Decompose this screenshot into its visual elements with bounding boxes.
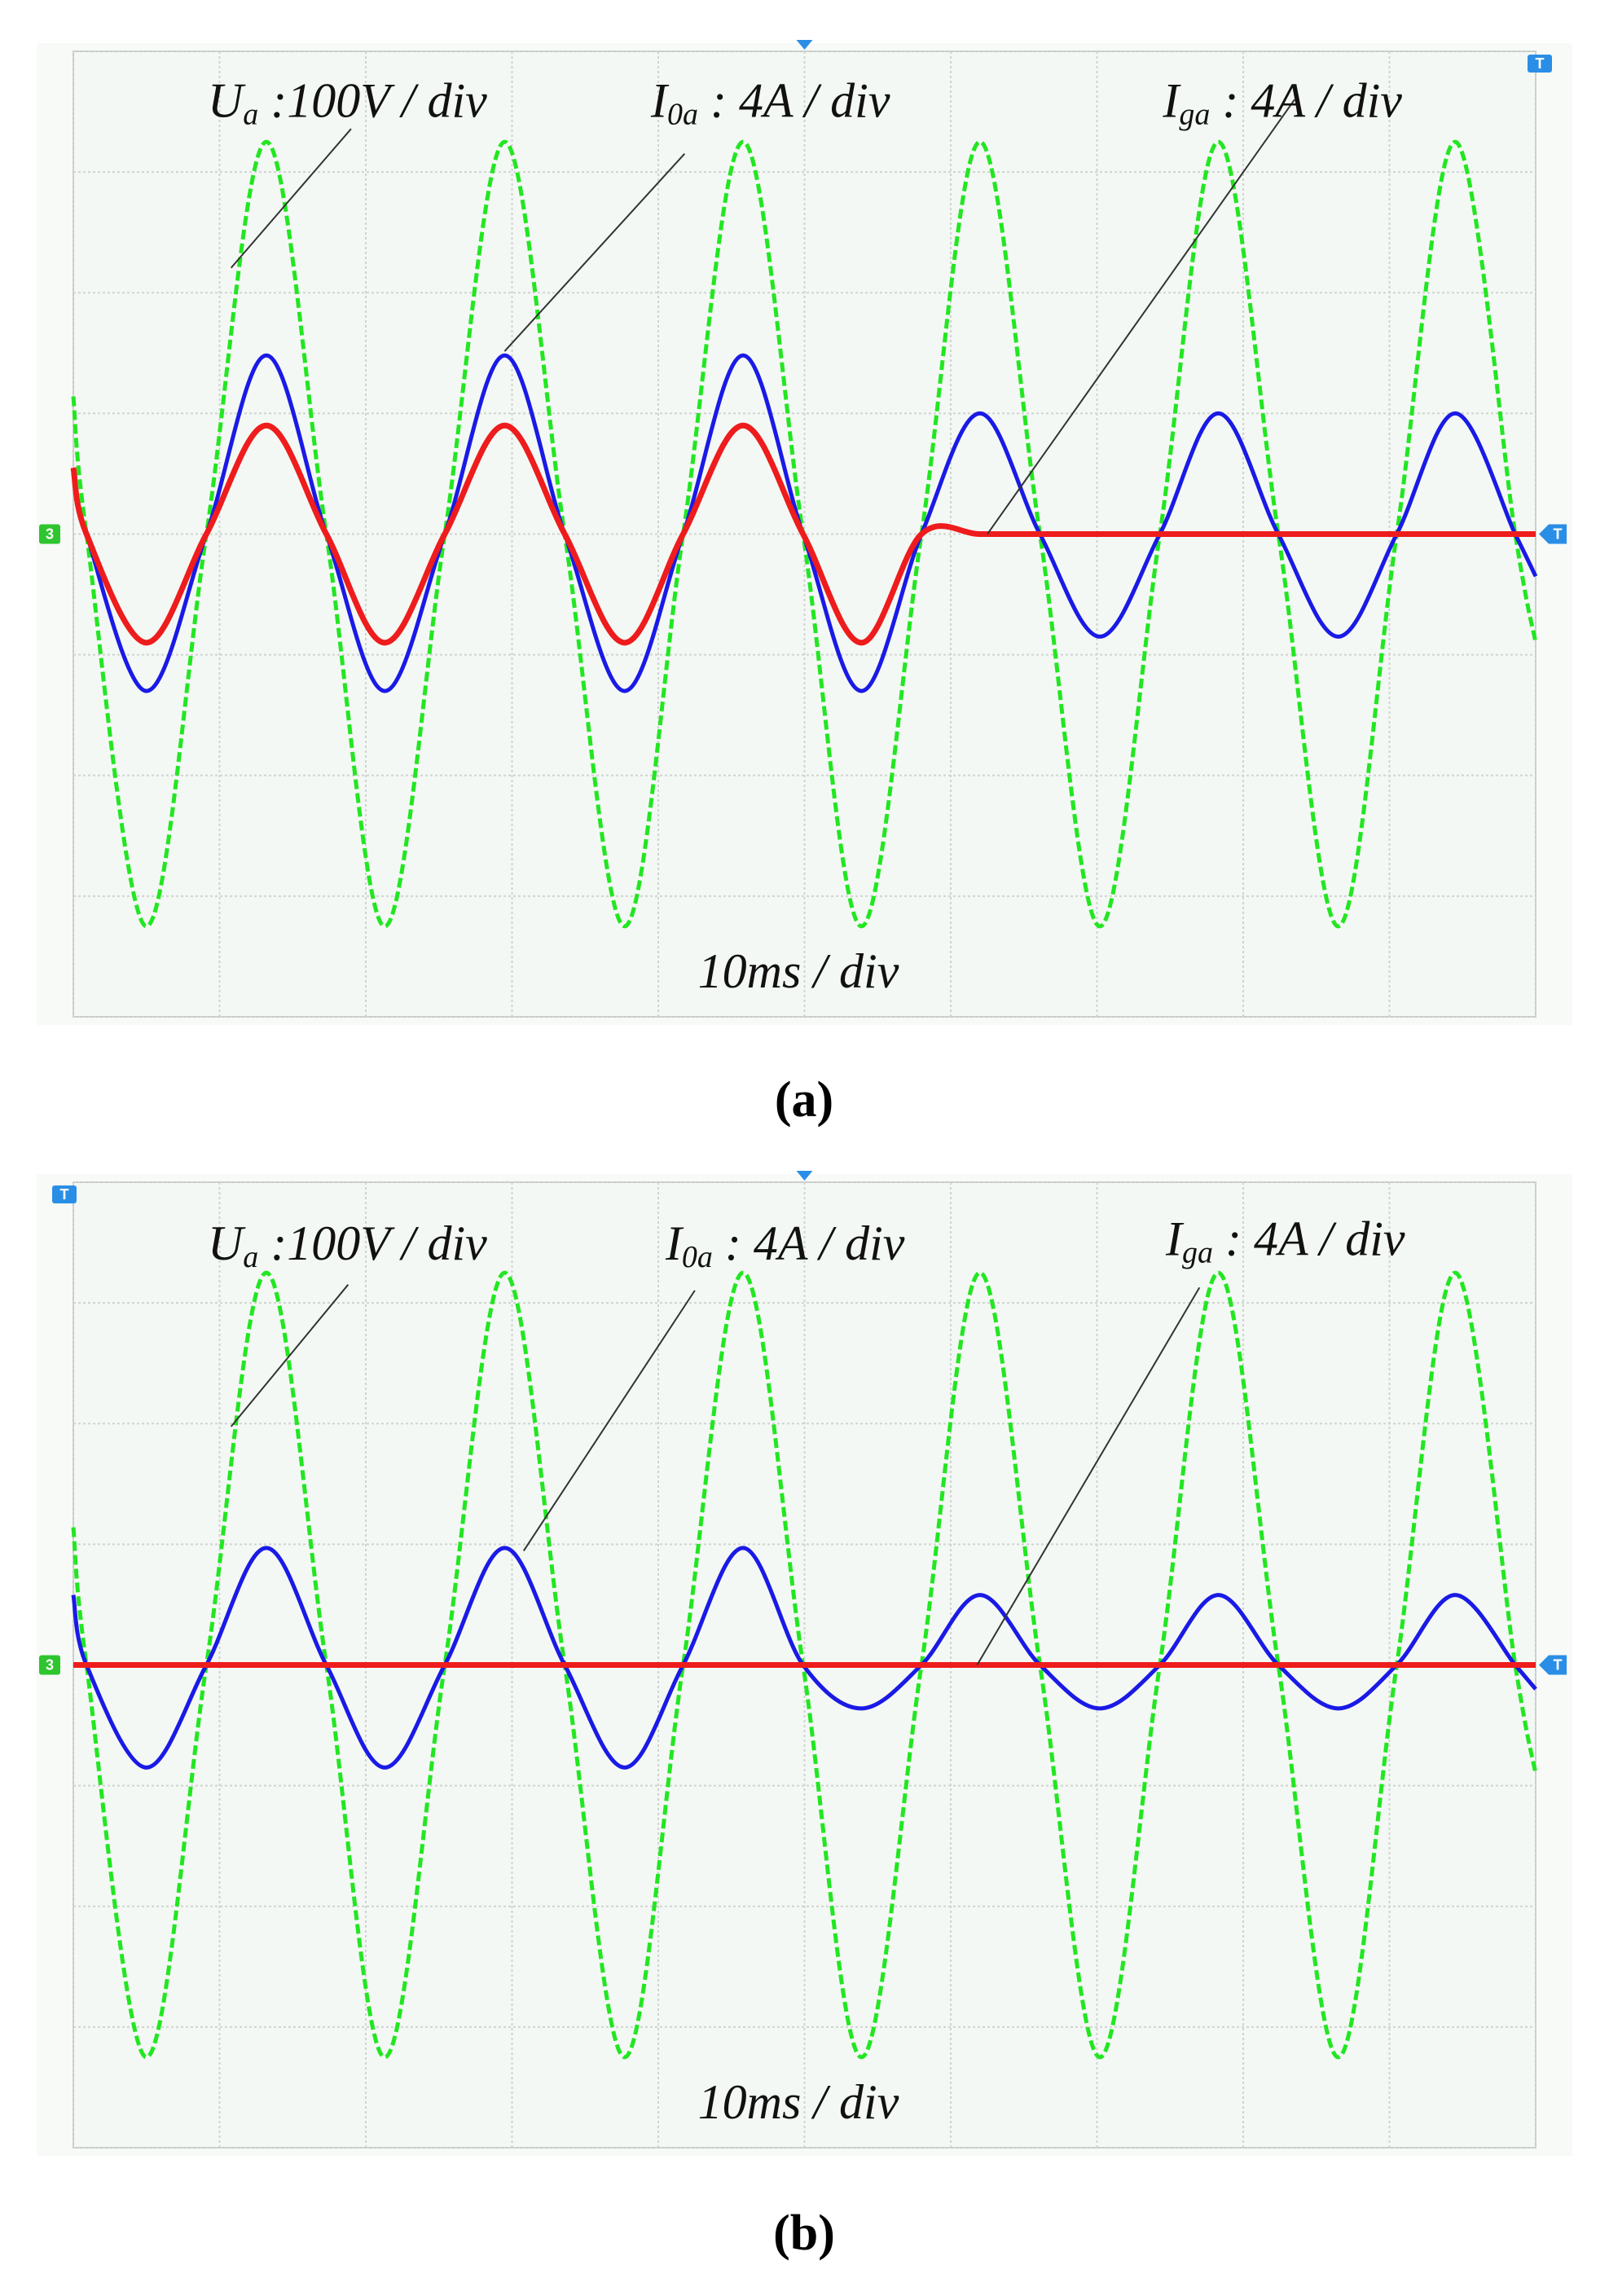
trigger-marker: T bbox=[1554, 1656, 1563, 1673]
annotation: I0a : 4A / div bbox=[650, 73, 890, 131]
annotation-text: : 4A / div bbox=[1213, 1212, 1405, 1265]
leader-line bbox=[987, 99, 1295, 535]
annotation-subscript: ga bbox=[1182, 1235, 1213, 1269]
channel-marker-box bbox=[39, 1655, 60, 1675]
time-marker bbox=[796, 40, 813, 50]
annotation-text: : 4A / div bbox=[1210, 73, 1402, 127]
annotation-symbol: U bbox=[208, 73, 246, 127]
leader-line bbox=[522, 1290, 696, 1552]
annotation-text: :100V / div bbox=[258, 73, 487, 127]
annotation-subscript: ga bbox=[1179, 97, 1210, 131]
waveform bbox=[71, 353, 1538, 693]
leader-line bbox=[976, 1287, 1201, 1666]
annotation-symbol: I bbox=[1165, 1212, 1185, 1265]
annotation: Ua :100V / div bbox=[208, 1216, 487, 1274]
x-axis-label: 10ms / div bbox=[698, 944, 899, 998]
leader-line bbox=[230, 1284, 349, 1427]
annotation-subscript: 0a bbox=[667, 97, 698, 131]
annotation-symbol: I bbox=[650, 73, 670, 127]
leader-line bbox=[503, 153, 686, 352]
caption: (a) bbox=[775, 1072, 833, 1128]
channel-marker: 3 bbox=[46, 1656, 54, 1673]
trigger-corner: T bbox=[1536, 55, 1545, 72]
annotation: Ua :100V / div bbox=[208, 73, 487, 131]
trigger-marker-box bbox=[1539, 1655, 1567, 1675]
annotation-subscript: 0a bbox=[682, 1240, 713, 1274]
trigger-corner-box bbox=[52, 1185, 77, 1203]
annotation-symbol: U bbox=[208, 1216, 246, 1270]
caption: (b) bbox=[773, 2206, 835, 2261]
channel-marker-box bbox=[39, 524, 60, 544]
trigger-marker: T bbox=[1554, 526, 1563, 542]
annotation-symbol: I bbox=[665, 1216, 684, 1270]
channel-marker: 3 bbox=[46, 526, 54, 542]
annotation-text: : 4A / div bbox=[713, 1216, 905, 1270]
time-marker bbox=[796, 1171, 813, 1181]
annotation-symbol: I bbox=[1162, 73, 1181, 127]
annotation-subscript: a bbox=[243, 1240, 258, 1274]
trigger-corner: T bbox=[60, 1186, 69, 1203]
annotation-text: : 4A / div bbox=[698, 73, 890, 127]
annotation-subscript: a bbox=[243, 97, 258, 131]
trigger-corner-box bbox=[1528, 55, 1552, 73]
x-axis-label: 10ms / div bbox=[698, 2075, 899, 2129]
trigger-marker-box bbox=[1539, 524, 1567, 544]
annotation: Iga : 4A / div bbox=[1162, 73, 1402, 131]
annotation: Iga : 4A / div bbox=[1165, 1212, 1405, 1269]
annotation-text: :100V / div bbox=[258, 1216, 487, 1270]
waveform bbox=[70, 422, 1536, 646]
leader-line bbox=[230, 128, 352, 269]
annotation: I0a : 4A / div bbox=[665, 1216, 905, 1274]
